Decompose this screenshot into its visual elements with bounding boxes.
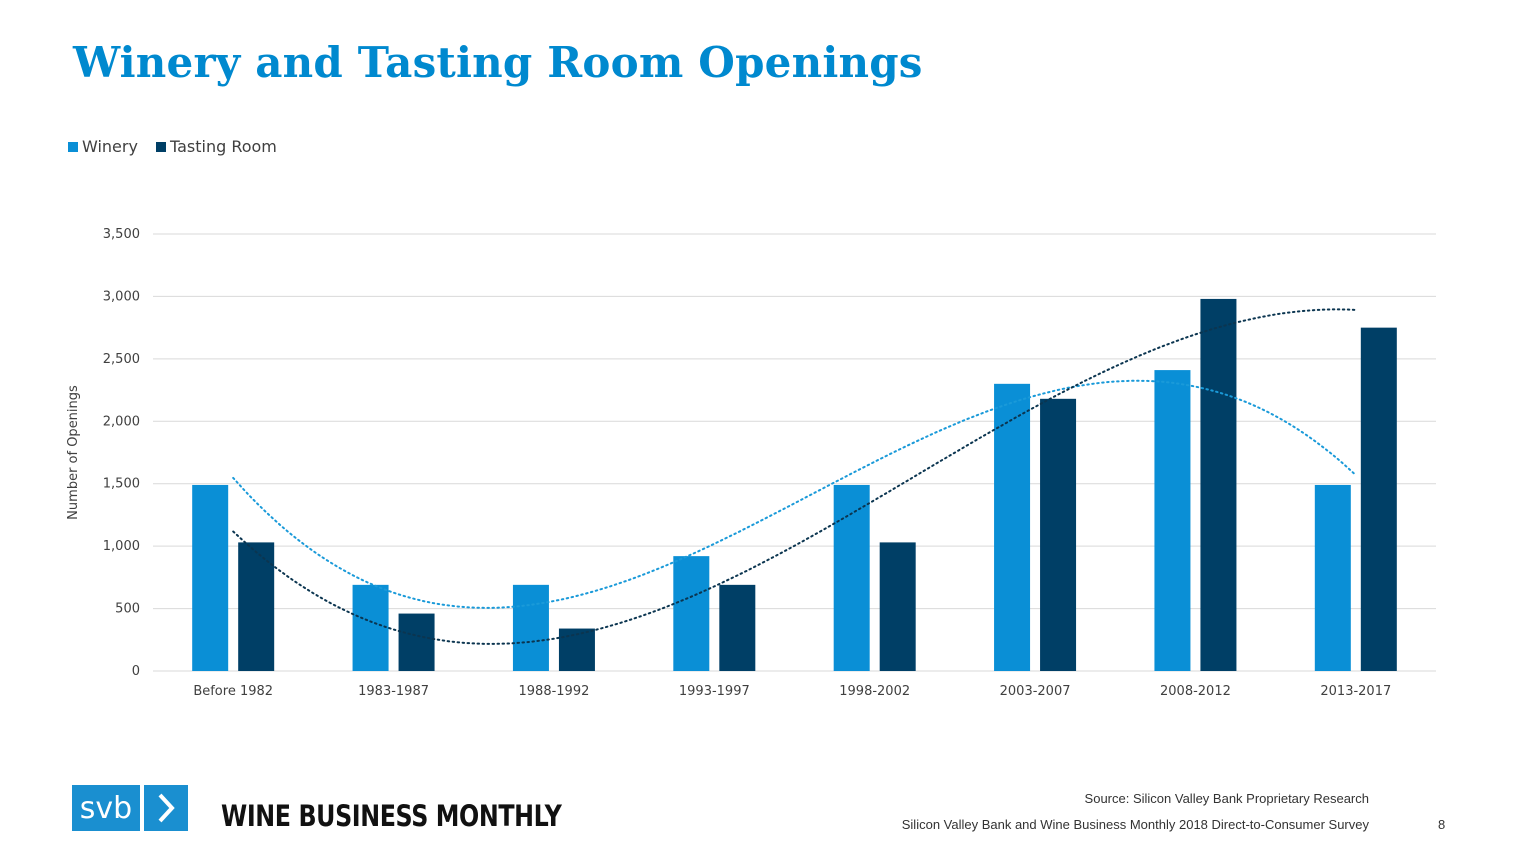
trendline-tasting-room [232, 308, 1357, 645]
legend-label-winery: Winery [82, 137, 138, 156]
svb-logo: svb [72, 785, 188, 831]
x-tick-label: 1988-1992 [519, 684, 590, 699]
source-note: Source: Silicon Valley Bank Proprietary … [1084, 791, 1369, 806]
legend-swatch-winery [68, 141, 78, 152]
bar-winery [673, 556, 710, 671]
y-tick-label: 2,000 [103, 414, 140, 429]
y-tick-label: 3,000 [103, 289, 140, 304]
bar-tasting-room [1360, 327, 1397, 671]
bar-winery [833, 484, 870, 671]
bar-tasting-room [1040, 398, 1077, 671]
page-number: 8 [1438, 817, 1446, 832]
survey-note: Silicon Valley Bank and Wine Business Mo… [901, 817, 1369, 832]
y-tick-label: 2,500 [103, 352, 140, 367]
legend-item-winery: Winery [68, 137, 138, 156]
bar-winery [994, 383, 1031, 671]
bar-tasting-room [238, 542, 275, 671]
bar-winery [192, 484, 229, 671]
bar-winery [1314, 484, 1351, 671]
legend-label-tasting-room: Tasting Room [169, 137, 277, 156]
y-tick-label: 500 [115, 602, 140, 617]
y-tick-label: 3,500 [103, 227, 140, 242]
x-tick-label: 1983-1987 [358, 684, 429, 699]
bar-tasting-room [879, 542, 916, 671]
bar-tasting-room [1200, 298, 1237, 671]
chart-legend: Winery Tasting Room [68, 137, 277, 156]
legend-item-tasting-room: Tasting Room [155, 137, 277, 156]
svb-logo-text: svb [72, 785, 140, 831]
y-tick-label: 1,500 [103, 477, 140, 492]
y-tick-label: 0 [132, 664, 140, 679]
bar-winery [1154, 370, 1191, 671]
x-tick-label: 1993-1997 [679, 684, 750, 699]
x-tick-label: 2003-2007 [1000, 684, 1071, 699]
legend-swatch-tasting-room [155, 141, 166, 152]
bar-winery [352, 584, 389, 671]
x-tick-label: Before 1982 [193, 684, 273, 699]
bar-tasting-room [719, 584, 756, 671]
x-tick-label: 2013-2017 [1320, 684, 1391, 699]
trendline-winery [232, 379, 1357, 609]
bar-tasting-room [558, 628, 595, 671]
x-tick-label: 2008-2012 [1160, 684, 1231, 699]
bar-tasting-room [398, 613, 435, 671]
bar-winery [512, 584, 549, 671]
x-tick-label: 1998-2002 [839, 684, 910, 699]
wine-business-monthly-logo: WINE BUSINESS MONTHLY [221, 799, 562, 833]
chevron-right-icon [144, 785, 188, 831]
slide-title: Winery and Tasting Room Openings [73, 38, 923, 87]
y-axis-title: Number of Openings [66, 385, 81, 520]
y-tick-label: 1,000 [103, 539, 140, 554]
